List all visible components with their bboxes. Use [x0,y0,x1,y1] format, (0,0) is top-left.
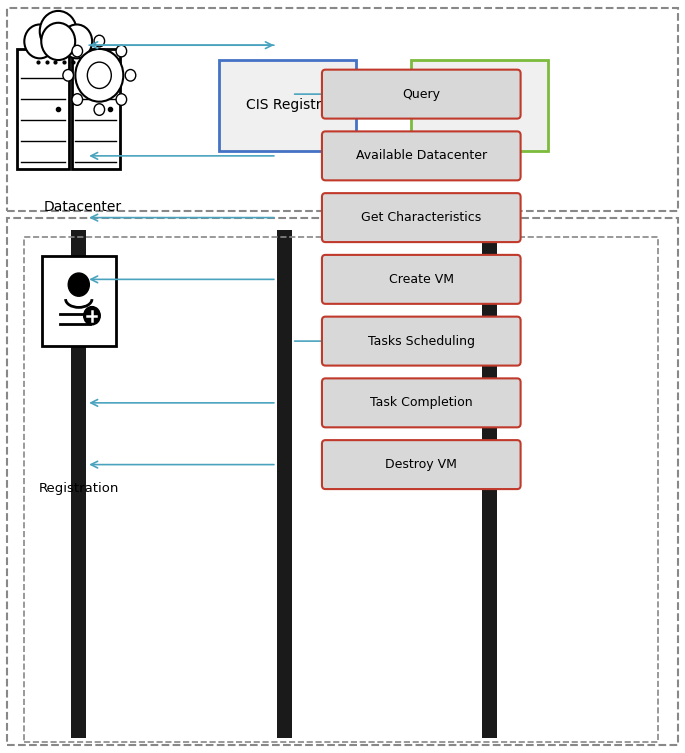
Text: Destroy VM: Destroy VM [386,458,457,471]
FancyBboxPatch shape [411,60,548,151]
FancyBboxPatch shape [322,194,521,242]
Circle shape [41,23,75,60]
Text: CIS Registry: CIS Registry [246,99,329,112]
FancyBboxPatch shape [322,131,521,180]
Text: Task Completion: Task Completion [370,396,473,410]
Text: Get Characteristics: Get Characteristics [361,211,482,224]
Text: Datacenter
Broker: Datacenter Broker [440,90,519,120]
Text: Create VM: Create VM [389,273,453,286]
Circle shape [87,62,111,89]
Text: Tasks Scheduling: Tasks Scheduling [368,334,475,348]
FancyBboxPatch shape [322,255,521,303]
Text: Available Datacenter: Available Datacenter [356,149,487,163]
Circle shape [116,45,127,57]
Circle shape [84,306,100,325]
Circle shape [75,49,123,102]
Circle shape [63,69,73,81]
Circle shape [68,273,89,296]
Circle shape [72,93,83,105]
Text: Query: Query [402,87,440,101]
FancyBboxPatch shape [72,49,120,169]
FancyBboxPatch shape [322,70,521,118]
FancyBboxPatch shape [277,230,292,738]
FancyBboxPatch shape [17,49,68,169]
Circle shape [62,25,92,59]
Text: Registration: Registration [38,482,119,495]
FancyBboxPatch shape [322,316,521,365]
FancyBboxPatch shape [219,60,356,151]
Text: Datacenter: Datacenter [43,200,121,214]
Circle shape [116,93,127,105]
FancyBboxPatch shape [482,230,497,738]
FancyBboxPatch shape [71,230,86,738]
Circle shape [40,11,77,52]
Circle shape [125,69,136,81]
Circle shape [72,45,83,57]
Circle shape [94,35,105,47]
Circle shape [25,25,55,59]
FancyBboxPatch shape [322,440,521,489]
Circle shape [94,104,105,115]
FancyBboxPatch shape [322,378,521,428]
FancyBboxPatch shape [42,256,116,346]
